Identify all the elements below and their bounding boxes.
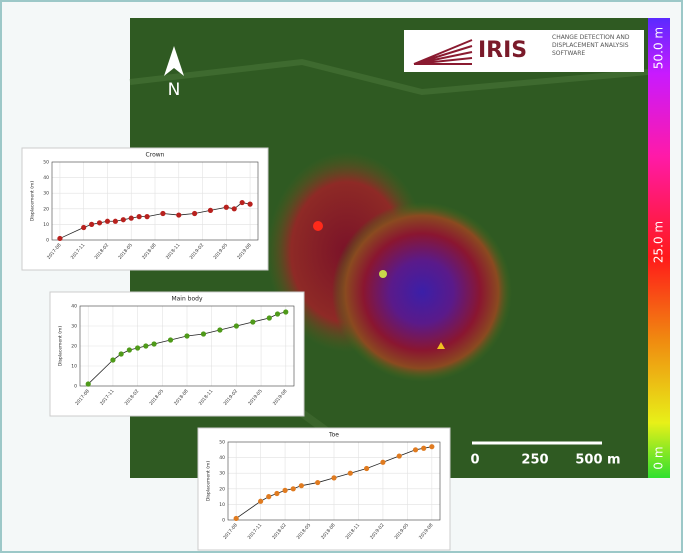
data-point bbox=[201, 331, 206, 336]
data-point bbox=[380, 460, 385, 465]
scale-label: 0 bbox=[470, 453, 479, 468]
data-point bbox=[208, 208, 213, 213]
scale-label: 250 bbox=[521, 453, 548, 468]
data-point bbox=[86, 381, 91, 386]
figure: N IRIS CHANGE DETECTION AND DISPLACEMENT… bbox=[0, 0, 683, 553]
data-point bbox=[250, 319, 255, 324]
data-point bbox=[81, 225, 86, 230]
y-tick-label: 30 bbox=[219, 471, 225, 477]
data-point bbox=[348, 471, 353, 476]
data-point bbox=[119, 351, 124, 356]
data-point bbox=[275, 311, 280, 316]
y-tick-label: 10 bbox=[219, 502, 225, 508]
y-tick-label: 40 bbox=[71, 304, 77, 310]
colorbar-label: 0 m bbox=[652, 446, 666, 469]
colorbar-label: 25.0 m bbox=[652, 221, 666, 263]
data-point bbox=[234, 516, 239, 521]
y-tick-label: 20 bbox=[219, 486, 225, 492]
y-tick-label: 40 bbox=[43, 175, 49, 181]
data-point bbox=[127, 347, 132, 352]
data-point bbox=[105, 219, 110, 224]
data-point bbox=[331, 475, 336, 480]
data-point bbox=[421, 446, 426, 451]
y-tick-label: 10 bbox=[71, 364, 77, 370]
chart-title: Toe bbox=[328, 432, 339, 439]
colorbar-label: 50.0 m bbox=[652, 27, 666, 69]
data-point bbox=[397, 453, 402, 458]
landslide bbox=[332, 202, 512, 382]
data-point bbox=[192, 211, 197, 216]
data-point bbox=[267, 315, 272, 320]
data-point bbox=[160, 211, 165, 216]
data-point bbox=[144, 214, 149, 219]
data-point bbox=[110, 357, 115, 362]
data-point bbox=[135, 345, 140, 350]
data-point bbox=[413, 447, 418, 452]
data-point bbox=[282, 488, 287, 493]
figure-canvas: N IRIS CHANGE DETECTION AND DISPLACEMENT… bbox=[2, 2, 681, 551]
y-tick-label: 10 bbox=[43, 222, 49, 228]
north-label: N bbox=[168, 80, 181, 100]
data-point bbox=[232, 206, 237, 211]
data-point bbox=[291, 486, 296, 491]
data-point bbox=[283, 309, 288, 314]
data-point bbox=[97, 220, 102, 225]
data-point bbox=[247, 202, 252, 207]
data-point bbox=[274, 491, 279, 496]
chart-title: Crown bbox=[146, 152, 165, 159]
chart-title: Main body bbox=[171, 296, 203, 303]
data-point bbox=[315, 480, 320, 485]
y-tick-label: 30 bbox=[71, 324, 77, 330]
data-point bbox=[129, 216, 134, 221]
y-tick-label: 20 bbox=[71, 344, 77, 350]
y-axis-label: Displacement (m) bbox=[206, 461, 212, 502]
logo-subtitle-box: CHANGE DETECTION AND DISPLACEMENT ANALYS… bbox=[552, 34, 642, 70]
y-axis-label: Displacement (m) bbox=[30, 181, 36, 222]
y-tick-label: 30 bbox=[43, 191, 49, 197]
data-point bbox=[121, 217, 126, 222]
y-axis-label: Displacement (m) bbox=[58, 326, 64, 367]
data-point bbox=[89, 222, 94, 227]
logo-subtitle: CHANGE DETECTION AND DISPLACEMENT ANALYS… bbox=[552, 34, 642, 58]
data-point bbox=[240, 200, 245, 205]
y-tick-label: 0 bbox=[46, 238, 49, 244]
data-point bbox=[364, 466, 369, 471]
y-tick-label: 50 bbox=[219, 440, 225, 446]
y-tick-label: 0 bbox=[74, 384, 77, 390]
y-tick-label: 40 bbox=[219, 455, 225, 461]
data-point bbox=[137, 214, 142, 219]
data-point bbox=[266, 494, 271, 499]
data-point bbox=[143, 343, 148, 348]
scale-label: 500 m bbox=[575, 453, 620, 468]
data-point bbox=[151, 341, 156, 346]
data-point bbox=[224, 205, 229, 210]
data-point bbox=[176, 212, 181, 217]
data-point bbox=[429, 444, 434, 449]
data-point bbox=[168, 337, 173, 342]
data-point bbox=[234, 323, 239, 328]
data-point bbox=[57, 236, 62, 241]
y-tick-label: 0 bbox=[222, 518, 225, 524]
data-point bbox=[217, 327, 222, 332]
data-point bbox=[299, 483, 304, 488]
y-tick-label: 20 bbox=[43, 206, 49, 212]
body-point bbox=[379, 270, 387, 278]
logo-text: IRIS bbox=[478, 38, 527, 63]
crown-point bbox=[313, 221, 323, 231]
data-point bbox=[258, 499, 263, 504]
data-point bbox=[113, 219, 118, 224]
data-point bbox=[184, 333, 189, 338]
y-tick-label: 50 bbox=[43, 160, 49, 166]
